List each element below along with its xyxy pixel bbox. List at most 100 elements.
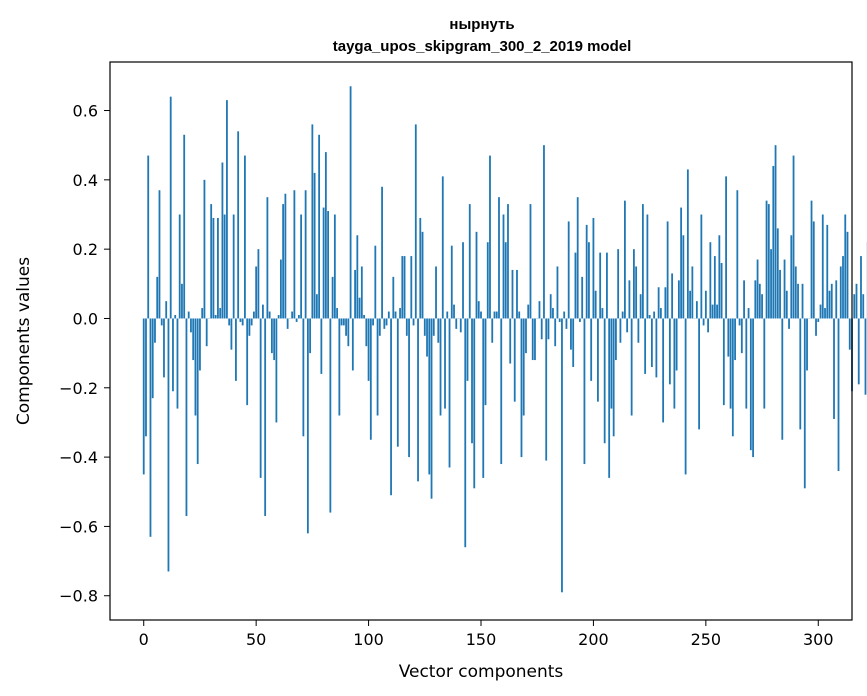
y-tick-label: −0.8 xyxy=(59,587,98,606)
x-axis-ticks: 0 50 100 150 200 250 300 xyxy=(139,620,834,649)
bar-310 xyxy=(839,266,842,319)
bar-182 xyxy=(552,308,554,319)
bar-60 xyxy=(277,315,280,319)
bar-179 xyxy=(545,318,548,461)
bar-133 xyxy=(441,176,444,319)
bar-244 xyxy=(691,266,694,319)
bar-283 xyxy=(779,269,781,319)
bar-39 xyxy=(230,318,233,350)
bar-53 xyxy=(262,304,264,319)
bar-290 xyxy=(794,266,797,319)
bar-209 xyxy=(612,318,615,437)
bar-68 xyxy=(295,318,298,322)
bar-226 xyxy=(650,318,653,367)
bar-185 xyxy=(558,318,561,322)
bar-289 xyxy=(792,155,795,319)
bar-74 xyxy=(309,318,312,354)
bar-240 xyxy=(682,235,685,319)
y-tick-label: 0.6 xyxy=(73,102,98,121)
bar-192 xyxy=(574,252,577,319)
bar-152 xyxy=(484,318,487,406)
bar-76 xyxy=(313,172,316,319)
bar-88 xyxy=(340,318,343,326)
bar-24 xyxy=(196,318,199,465)
bar-118 xyxy=(408,318,410,458)
bar-92 xyxy=(349,86,352,319)
bar-126 xyxy=(426,318,428,357)
bar-178 xyxy=(543,145,545,319)
bar-20 xyxy=(187,311,190,319)
bar-216 xyxy=(628,280,631,319)
bar-167 xyxy=(518,311,521,319)
bar-57 xyxy=(270,318,273,354)
y-tick-label: −0.6 xyxy=(59,517,98,536)
bar-236 xyxy=(673,318,676,409)
bar-105 xyxy=(378,318,381,336)
bar-314 xyxy=(848,318,851,350)
bar-242 xyxy=(686,169,689,319)
bar-187 xyxy=(563,311,566,319)
bar-214 xyxy=(624,200,626,319)
bar-220 xyxy=(637,318,640,343)
bar-123 xyxy=(419,217,422,319)
bar-97 xyxy=(360,266,363,319)
bar-99 xyxy=(365,318,368,347)
bar-301 xyxy=(819,304,822,319)
bar-288 xyxy=(790,235,793,319)
bar-285 xyxy=(783,259,786,319)
bar-63 xyxy=(284,193,287,319)
bar-186 xyxy=(561,318,563,593)
bar-132 xyxy=(439,318,442,416)
bar-210 xyxy=(615,318,617,361)
bar-44 xyxy=(241,318,244,326)
bar-309 xyxy=(837,318,840,471)
bar-176 xyxy=(538,301,541,319)
bar-26 xyxy=(201,308,204,319)
bar-172 xyxy=(529,204,532,319)
y-tick-label: −0.4 xyxy=(59,448,98,467)
bar-117 xyxy=(405,318,408,336)
bar-320 xyxy=(862,294,865,319)
bar-38 xyxy=(228,318,231,326)
bar-85 xyxy=(333,214,336,319)
bar-260 xyxy=(727,318,730,357)
bar-181 xyxy=(549,294,552,319)
bar-146 xyxy=(471,318,473,444)
bar-141 xyxy=(459,318,462,333)
bar-248 xyxy=(700,214,703,319)
bar-201 xyxy=(594,290,597,319)
bar-77 xyxy=(315,294,318,319)
x-tick-label: 50 xyxy=(246,630,266,649)
bar-211 xyxy=(617,249,620,319)
bar-40 xyxy=(232,214,235,319)
bar-72 xyxy=(304,190,307,319)
bar-275 xyxy=(761,294,763,319)
bar-59 xyxy=(275,318,278,423)
bar-264 xyxy=(736,190,739,319)
bar-270 xyxy=(749,318,752,451)
chart-subtitle: tayga_upos_skipgram_300_2_2019 model xyxy=(333,38,632,55)
bar-4 xyxy=(151,318,154,399)
bar-317 xyxy=(855,283,858,319)
bar-12 xyxy=(169,96,172,319)
bar-237 xyxy=(675,318,678,371)
bar-80 xyxy=(322,207,325,319)
bar-189 xyxy=(567,221,570,319)
bar-19 xyxy=(185,318,188,517)
bar-109 xyxy=(387,311,390,319)
bar-122 xyxy=(417,318,419,482)
bar-230 xyxy=(659,308,662,319)
bar-107 xyxy=(383,318,386,329)
bar-254 xyxy=(713,256,716,319)
bar-71 xyxy=(302,318,305,437)
bar-150 xyxy=(480,311,482,319)
bar-3 xyxy=(149,318,152,537)
bar-276 xyxy=(763,318,766,409)
bar-252 xyxy=(709,242,712,319)
bar-114 xyxy=(399,308,401,319)
bar-286 xyxy=(785,290,788,319)
bar-13 xyxy=(172,318,174,392)
bar-31 xyxy=(212,217,215,319)
bar-98 xyxy=(363,315,365,319)
bar-204 xyxy=(601,308,604,319)
